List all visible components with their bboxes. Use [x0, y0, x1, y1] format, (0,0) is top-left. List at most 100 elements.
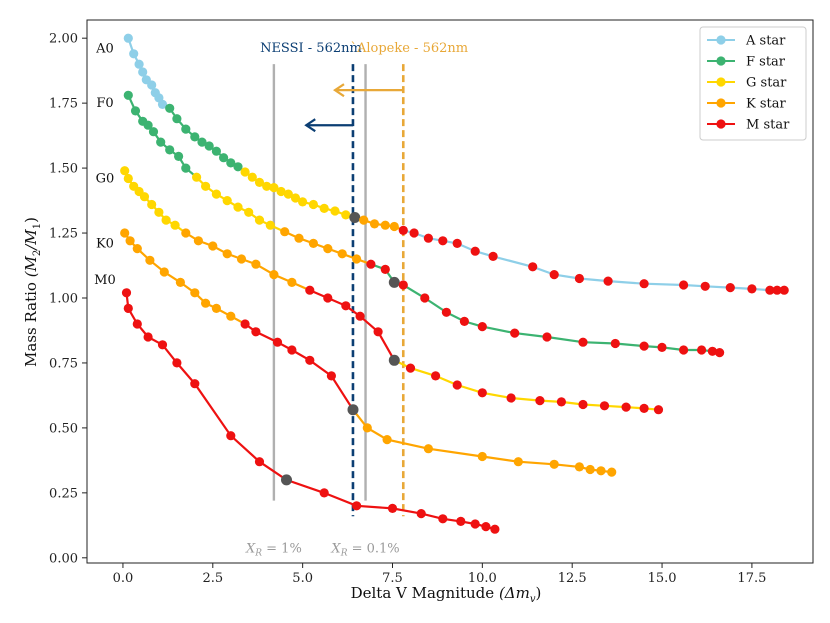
data-point: [240, 319, 250, 329]
alopeke-label: `Alopeke - 562nm: [350, 41, 468, 56]
x-tick-label: 7.5: [382, 571, 403, 586]
data-point: [456, 516, 466, 527]
data-point: [341, 301, 351, 311]
data-point: [290, 193, 301, 203]
data-point: [477, 451, 487, 462]
data-point: [145, 255, 155, 265]
data-point: [251, 259, 261, 269]
data-point: [287, 277, 297, 287]
y-tick-label: 0.25: [49, 486, 78, 501]
data-point: [657, 342, 667, 352]
data-point: [222, 249, 232, 259]
data-point: [779, 285, 789, 295]
data-point: [262, 181, 272, 191]
crossing-point: [388, 276, 400, 288]
data-point: [323, 293, 333, 303]
data-point: [226, 158, 236, 168]
data-point: [700, 281, 710, 291]
data-point: [506, 393, 516, 403]
x-axis-label-sub: v: [530, 594, 536, 605]
data-point: [405, 363, 416, 373]
data-point: [143, 120, 153, 130]
data-point: [420, 293, 430, 303]
data-point: [373, 327, 383, 337]
direction-arrow-head: [333, 83, 345, 98]
series-line-segment: [244, 323, 354, 411]
y-tick-label: 0.75: [49, 356, 78, 371]
data-point: [352, 254, 362, 264]
y-axis-label-close: ): [22, 217, 40, 223]
crossing-point: [388, 354, 400, 366]
series-m0: [121, 288, 500, 534]
data-point: [197, 137, 207, 147]
data-point: [679, 280, 689, 290]
data-point: [707, 346, 718, 356]
data-point: [251, 327, 261, 337]
data-point: [211, 146, 221, 156]
data-point: [226, 431, 236, 441]
data-point: [535, 396, 545, 406]
data-point: [477, 322, 487, 332]
data-point: [269, 183, 279, 193]
legend-box: [699, 26, 807, 141]
data-point: [362, 423, 372, 433]
xr-labels: XR = 1% XR = 0.1%: [245, 542, 400, 559]
data-point: [549, 459, 559, 469]
data-point: [190, 132, 200, 142]
nessi-label: NESSI - 562nm: [260, 41, 362, 56]
crossing-point: [281, 474, 292, 486]
data-point: [165, 103, 175, 113]
xr-1pct-label: XR = 1%: [245, 542, 302, 559]
data-point: [190, 288, 200, 298]
xr-1pct-x: X: [245, 542, 256, 557]
series-line-segment: [352, 409, 612, 474]
data-point: [513, 457, 523, 467]
data-point: [134, 59, 144, 69]
y-axis-label: Mass Ratio (M2/M1): [22, 217, 43, 367]
series-line-segment: [123, 232, 246, 325]
data-point: [416, 508, 426, 519]
data-point: [352, 501, 362, 511]
data-point: [477, 388, 487, 398]
data-point: [337, 249, 347, 259]
data-point: [423, 233, 433, 243]
data-point: [254, 177, 265, 187]
data-point: [156, 137, 166, 147]
x-tick-label: 5.0: [292, 571, 313, 586]
data-point: [355, 311, 365, 321]
crossing-point: [347, 404, 359, 416]
data-point: [272, 337, 283, 347]
data-point: [294, 233, 304, 243]
data-point: [359, 215, 369, 225]
y-axis-label-sub1: 2: [32, 250, 43, 256]
data-point: [236, 254, 247, 264]
data-point: [578, 337, 588, 347]
y-tick-label: 1.75: [49, 97, 78, 112]
data-point: [330, 206, 340, 216]
data-point: [574, 462, 585, 472]
data-point: [389, 221, 399, 232]
data-point: [319, 203, 329, 213]
data-point: [599, 401, 610, 411]
data-point: [123, 90, 133, 100]
data-point: [147, 199, 157, 210]
data-point: [366, 259, 376, 269]
data-point: [380, 264, 390, 274]
data-point: [129, 49, 139, 59]
data-point: [470, 246, 480, 256]
data-point: [679, 345, 689, 355]
row-label-g0: G0: [96, 171, 115, 186]
data-point: [341, 210, 351, 220]
legend-label: K star: [746, 97, 786, 112]
data-point: [240, 167, 250, 177]
data-point: [165, 145, 175, 155]
x-tick-label: 15.0: [648, 571, 677, 586]
series-f0: [123, 90, 725, 358]
y-axis-label-symbol: (M: [22, 255, 40, 277]
data-point: [157, 340, 168, 350]
data-point: [121, 288, 132, 298]
legend-swatch-marker: [716, 77, 726, 87]
row-label-f0: F0: [96, 96, 113, 111]
data-point: [398, 280, 408, 290]
